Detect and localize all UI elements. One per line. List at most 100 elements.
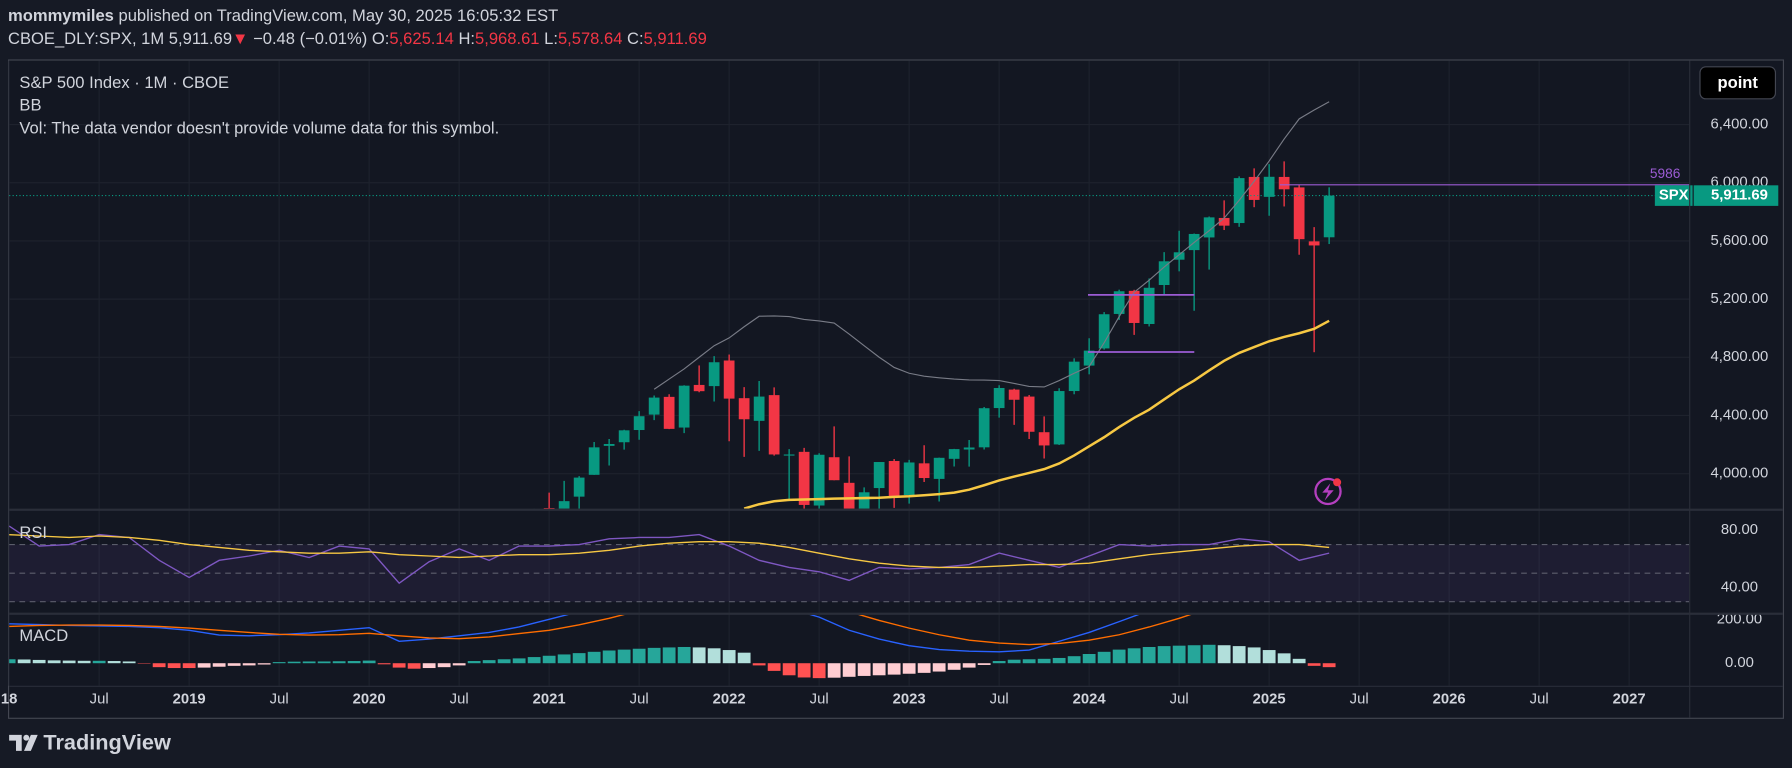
y-tick-label: 40.00 — [1721, 579, 1758, 595]
candle-body — [1038, 432, 1050, 446]
icon-dot[interactable] — [1333, 478, 1342, 487]
x-tick-label: 2023 — [893, 691, 926, 707]
histogram-bar — [887, 663, 901, 675]
x-tick-label: 2019 — [173, 691, 206, 707]
histogram-bar — [317, 661, 331, 664]
histogram-bar — [197, 663, 211, 668]
histogram-bar — [992, 661, 1006, 664]
histogram-bar — [917, 663, 931, 673]
candle-body — [1248, 176, 1260, 200]
histogram-bar — [272, 662, 286, 664]
price: 5,911.69 — [169, 29, 232, 48]
histogram-bar — [392, 663, 406, 668]
histogram-bar — [662, 647, 676, 664]
candle-body — [633, 416, 645, 431]
histogram-bar — [362, 660, 376, 664]
symbol: CBOE_DLY:SPX, 1M — [8, 29, 164, 48]
candle-body — [1278, 176, 1290, 190]
histogram-bar — [1232, 646, 1246, 664]
button-box[interactable] — [1699, 66, 1776, 100]
x-tick-label: 2021 — [533, 691, 566, 707]
histogram-bar — [1142, 646, 1156, 664]
x-tick-label: 2024 — [1073, 691, 1107, 707]
histogram-bar — [707, 648, 721, 664]
button-label[interactable]: point — [1717, 73, 1758, 92]
icon-ring[interactable] — [1314, 477, 1342, 506]
indicator-line — [9, 525, 1330, 585]
x-tick-label: 2027 — [1613, 691, 1646, 707]
histogram-bar — [947, 663, 961, 670]
histogram-bar — [302, 661, 316, 664]
candle-body — [1308, 241, 1320, 246]
histogram-bar — [872, 663, 886, 676]
candle-body — [1083, 350, 1095, 366]
candle-body — [843, 482, 855, 509]
ohlc-value: 5,911.69 — [644, 29, 707, 48]
pane — [9, 614, 1336, 679]
histogram-bar — [287, 661, 301, 664]
histogram-bar — [212, 663, 226, 667]
candle-body — [903, 462, 915, 496]
candle-body — [918, 463, 930, 479]
candle-body — [558, 501, 570, 509]
indicator-line — [9, 533, 1330, 569]
candle-body — [573, 477, 585, 497]
histogram-bar — [692, 647, 706, 664]
x-tick-label: 18 — [1, 691, 18, 707]
candle-body — [768, 395, 780, 455]
candle-body — [1023, 396, 1035, 432]
histogram-bar — [1247, 647, 1261, 664]
histogram-bar — [797, 663, 811, 678]
x-tick-label: Jul — [90, 691, 109, 707]
quote-line: CBOE_DLY:SPX, 1M 5,911.69▼ −0.48 (−0.01%… — [8, 29, 707, 48]
histogram-bar — [542, 655, 556, 664]
candle-body — [603, 443, 615, 446]
indicator-label: BB — [19, 96, 41, 115]
candle-body — [888, 461, 900, 497]
candle-body — [873, 462, 885, 489]
histogram-bar — [632, 648, 646, 664]
x-tick-label: Jul — [1530, 691, 1549, 707]
candle-body — [1173, 252, 1185, 260]
logo-mark — [9, 734, 22, 751]
histogram-bar — [107, 661, 121, 664]
histogram-bar — [1322, 663, 1336, 668]
candle-body — [1158, 261, 1170, 286]
x-tick-label: Jul — [630, 691, 649, 707]
chart-layers: 18 Jul 2019 Jul 2020 Jul 2021 Jul 2022 Jul 2023 Jul… — [1, 60, 1779, 707]
histogram-bar — [902, 663, 916, 674]
footer-logo: TradingView — [9, 730, 171, 755]
histogram-bar — [1172, 645, 1186, 664]
indicator-line — [9, 614, 1140, 653]
histogram-bar — [467, 661, 481, 664]
histogram-bar — [47, 660, 61, 664]
histogram-bar — [752, 663, 766, 666]
histogram-bar — [1052, 657, 1066, 664]
candle-body — [753, 396, 765, 421]
candle-body — [783, 454, 795, 456]
y-tick-label: 5,600.00 — [1711, 233, 1769, 249]
alert-icon[interactable] — [1314, 477, 1342, 506]
candle-body — [1263, 176, 1275, 197]
histogram-bar — [182, 663, 196, 669]
histogram-bar — [497, 659, 511, 664]
candle-body — [618, 430, 630, 443]
histogram-bar — [32, 659, 46, 664]
change: −0.48 (−0.01%) — [253, 29, 367, 48]
histogram-bar — [122, 661, 136, 664]
chart-title: S&P 500 Index · 1M · CBOE — [19, 73, 229, 92]
histogram-bar — [1277, 653, 1291, 664]
y-tick-label: 4,000.00 — [1711, 466, 1769, 482]
candle-body — [1068, 361, 1080, 392]
y-tick-label: 80.00 — [1721, 522, 1758, 538]
icon-bolt[interactable] — [1322, 483, 1334, 501]
x-tick-label: Jul — [810, 691, 829, 707]
point-button[interactable]: point — [1699, 66, 1776, 100]
histogram-bar — [227, 663, 241, 666]
y-tick-label: 6,400.00 — [1711, 116, 1769, 132]
candle-body — [963, 447, 975, 450]
histogram-bar — [1022, 659, 1036, 664]
band-line — [653, 101, 1330, 390]
histogram-bar — [377, 663, 391, 665]
